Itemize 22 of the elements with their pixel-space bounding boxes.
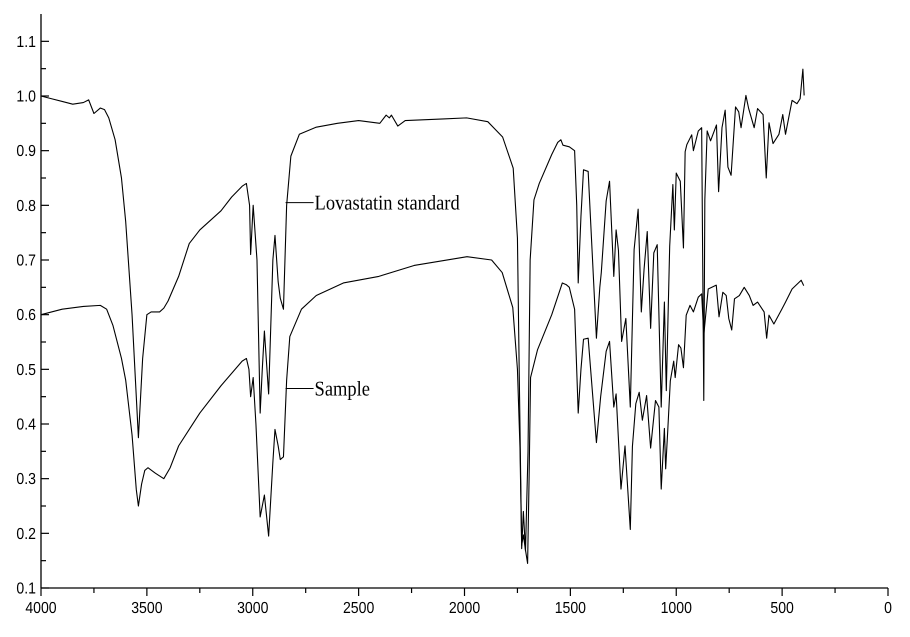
x-tick-label: 4000 <box>25 599 57 618</box>
y-tick-label: 0.9 <box>16 142 36 160</box>
annotation: Lovastatin standard <box>314 192 460 215</box>
y-tick-label: 0.4 <box>16 416 36 434</box>
y-tick-label: 0.2 <box>16 525 36 544</box>
y-tick-label: 0.1 <box>16 580 36 598</box>
y-tick-label: 1.0 <box>16 88 36 106</box>
y-tick-label: 1.1 <box>16 33 36 52</box>
x-tick-label: 2500 <box>342 599 374 618</box>
x-tick-label: 3000 <box>237 599 268 618</box>
x-tick-label: 500 <box>770 599 794 618</box>
x-tick-label: 1500 <box>554 599 586 618</box>
x-tick-label: 0 <box>884 599 892 618</box>
annotation: Sample <box>314 377 370 401</box>
x-tick-label: 3500 <box>131 599 163 618</box>
y-tick-label: 0.6 <box>16 306 36 324</box>
x-tick-label: 1000 <box>660 599 692 618</box>
y-tick-label: 0.5 <box>16 361 36 380</box>
y-tick-label: 0.8 <box>16 197 36 216</box>
y-tick-label: 0.3 <box>16 470 36 488</box>
x-tick-label: 2000 <box>448 599 480 618</box>
y-tick-label: 0.7 <box>16 252 36 270</box>
